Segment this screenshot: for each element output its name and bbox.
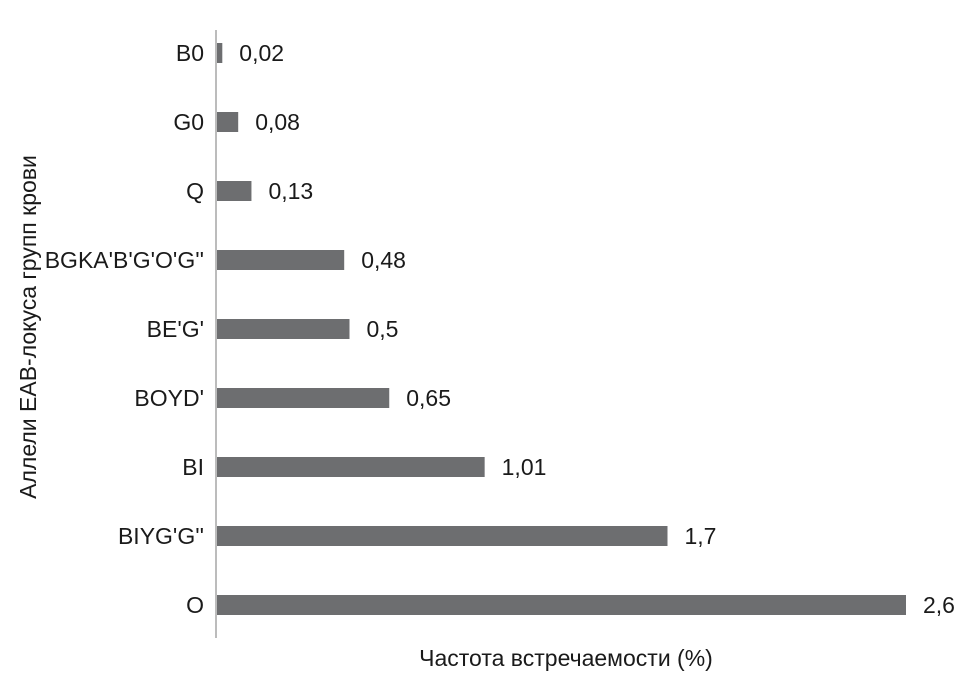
value-label: 2,6 bbox=[923, 592, 955, 618]
value-label: 0,5 bbox=[367, 316, 399, 342]
category-label: Q bbox=[186, 178, 204, 204]
bars-group bbox=[217, 43, 906, 615]
category-label: BOYD' bbox=[134, 385, 204, 411]
value-label: 0,48 bbox=[361, 247, 406, 273]
bar bbox=[217, 250, 345, 270]
value-label: 1,7 bbox=[685, 523, 717, 549]
category-label: BE'G' bbox=[147, 316, 204, 342]
bar bbox=[217, 43, 223, 63]
category-label: B0 bbox=[176, 40, 204, 66]
bar bbox=[217, 112, 239, 132]
y-axis-title: Аллели EAB-локуса групп крови bbox=[15, 155, 41, 499]
category-label: BI bbox=[182, 454, 204, 480]
category-label: O bbox=[186, 592, 204, 618]
x-axis-title: Частота встречаемости (%) bbox=[419, 645, 713, 671]
value-label: 0,08 bbox=[255, 109, 300, 135]
category-label: G0 bbox=[173, 109, 204, 135]
bar bbox=[217, 181, 252, 201]
value-label: 1,01 bbox=[502, 454, 547, 480]
category-label: BIYG'G'' bbox=[118, 523, 204, 549]
bar bbox=[217, 526, 668, 546]
value-label: 0,02 bbox=[239, 40, 284, 66]
value-label: 0,65 bbox=[406, 385, 451, 411]
value-label: 0,13 bbox=[268, 178, 313, 204]
bar bbox=[217, 595, 906, 615]
category-label: BGKA'B'G'O'G'' bbox=[45, 247, 204, 273]
bar bbox=[217, 388, 390, 408]
category-labels: B0 G0 Q BGKA'B'G'O'G'' BE'G' BOYD' BI BIYG'G'' O bbox=[45, 40, 204, 618]
value-labels: 0,02 0,08 0,13 0,48 0,5 0,65 1,01 1,7 2,6 bbox=[239, 40, 955, 618]
bar bbox=[217, 319, 350, 339]
bar bbox=[217, 457, 485, 477]
